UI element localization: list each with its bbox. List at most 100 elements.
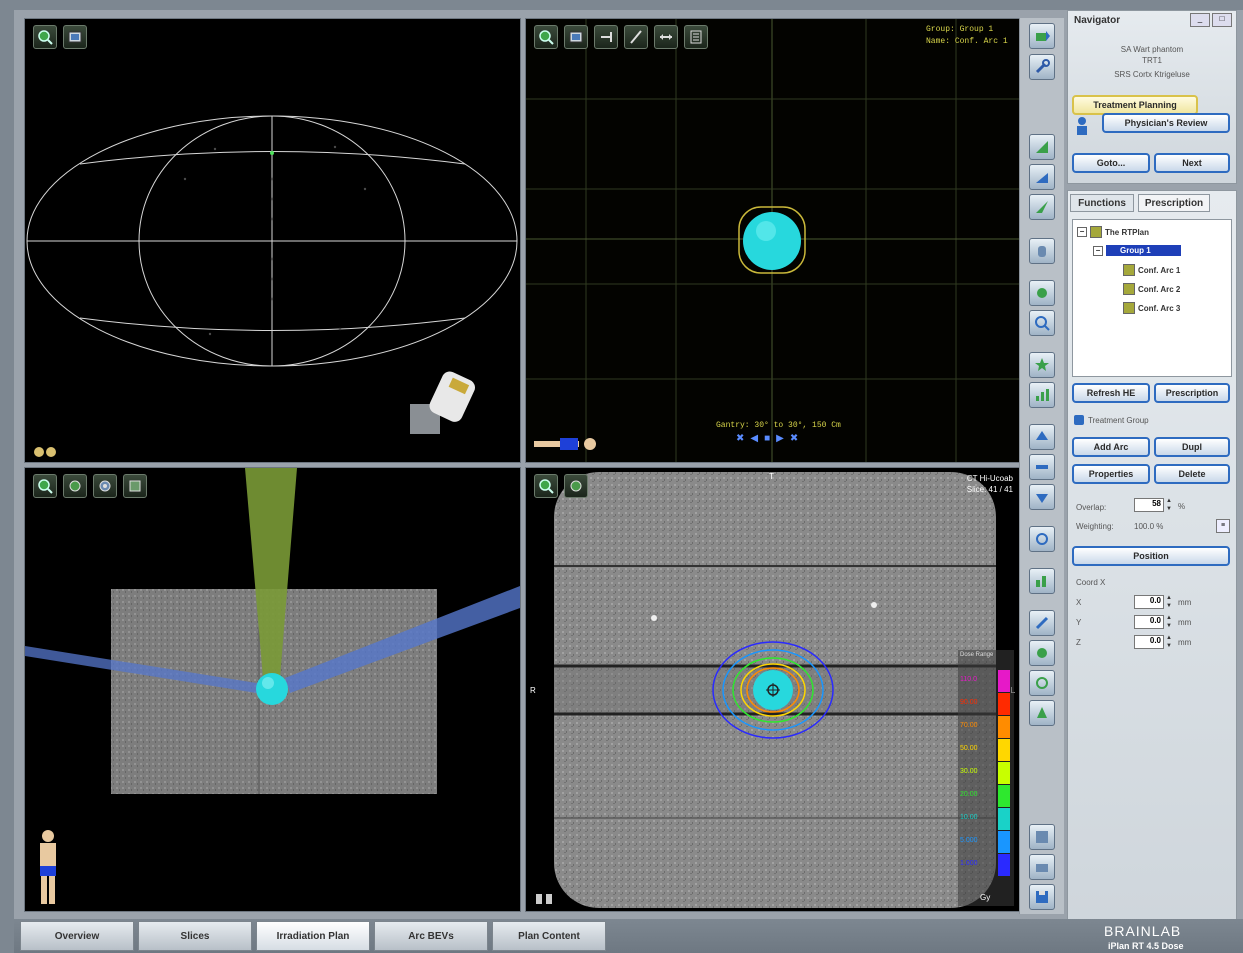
slice-down-icon[interactable] [1029,484,1055,510]
treatment-group-label: Treatment Group [1088,415,1149,425]
viewport-bottom-left[interactable] [24,467,521,912]
goto-button[interactable]: Goto... [1072,153,1150,173]
viewport-bottom-right[interactable]: CT Hi-Ucoab Slice: 41 / 41 T R L Dose Ra… [525,467,1020,912]
coord-stepper[interactable]: ▲ ▼ [1166,615,1172,629]
hand-icon[interactable] [1029,238,1055,264]
draw-line-icon[interactable] [624,25,648,49]
tree-root[interactable]: − The RTPlan [1077,226,1149,238]
align-icon[interactable] [594,25,618,49]
window-restore-button[interactable]: □ [1212,13,1232,27]
tab-prescription[interactable]: Prescription [1138,194,1210,212]
last-icon[interactable]: ✖ [789,433,799,444]
gear-icon[interactable] [93,474,117,498]
coord-unit: mm [1178,598,1192,607]
dose-legend-row: 110.0 [960,670,1012,692]
tab-arc-bevs[interactable]: Arc BEVs [374,921,488,951]
position-button[interactable]: Position [1072,546,1230,566]
zoom-icon[interactable] [33,474,57,498]
overlap-stepper[interactable]: ▲ ▼ [1166,498,1172,512]
viewport-top-right[interactable]: Group: Group 1 Name: Conf. Arc 1 Gantry:… [525,18,1020,463]
arc-nav-controls[interactable]: ✖ ◀ ■ ▶ ✖ [736,433,798,444]
prev-icon[interactable]: ◀ [750,433,759,444]
overlap-field[interactable]: 58 [1134,498,1164,512]
first-icon[interactable]: ✖ [736,433,745,444]
zoom-in-icon[interactable] [1029,310,1055,336]
arc-icon [1123,283,1135,295]
tab-irradiation-plan[interactable]: Irradiation Plan [256,921,370,951]
beam-edit-icon[interactable] [1029,194,1055,220]
rotate-icon[interactable] [564,474,588,498]
print-icon[interactable] [1029,854,1055,880]
dose-legend-swatch [998,693,1010,715]
properties-button[interactable]: Properties [1072,464,1150,484]
duplicate-button[interactable]: Dupl [1154,437,1230,457]
dose-legend-label: 20.00 [960,791,978,798]
name-label: Name: [926,37,951,46]
dose-legend-row: 50.00 [960,739,1012,761]
dose-legend-row: 30.00 [960,762,1012,784]
slice-mid-icon[interactable] [1029,454,1055,480]
beam-angle-icon[interactable] [1029,164,1055,190]
delete-button[interactable]: Delete [1154,464,1230,484]
dose-legend-swatch [998,739,1010,761]
tab-functions[interactable]: Functions [1070,194,1134,212]
prescription-button[interactable]: Prescription [1154,383,1230,403]
star-icon[interactable] [1029,352,1055,378]
patient-figure-icon [40,830,56,904]
outline-icon[interactable] [1029,670,1055,696]
rotate-icon[interactable] [63,474,87,498]
marker-icon[interactable] [1029,700,1055,726]
chart-icon[interactable] [1029,382,1055,408]
dose-legend-row: 5.000 [960,831,1012,853]
wrench-icon[interactable] [1029,54,1055,80]
coord-stepper[interactable]: ▲ ▼ [1166,635,1172,649]
zoom-icon[interactable] [534,474,558,498]
add-arc-button[interactable]: Add Arc [1072,437,1150,457]
refresh-button[interactable]: Refresh HE [1072,383,1150,403]
add-beam-icon[interactable] [1029,23,1055,49]
view-3d-icon[interactable] [123,474,147,498]
histogram-icon[interactable] [1029,568,1055,594]
tree-arc-2[interactable]: Conf. Arc 2 [1123,283,1180,295]
pan-icon[interactable] [1029,280,1055,306]
zoom-icon[interactable] [534,25,558,49]
tab-overview[interactable]: Overview [20,921,134,951]
collapse-icon[interactable]: − [1077,227,1087,237]
tab-plan-content[interactable]: Plan Content [492,921,606,951]
beam-up-icon[interactable] [1029,134,1055,160]
dose-legend-label: 30.00 [960,768,978,775]
measure-icon[interactable] [654,25,678,49]
coord-field[interactable]: 0.0 [1134,635,1164,649]
screenshot-icon[interactable] [564,25,588,49]
contour-icon[interactable] [1029,640,1055,666]
weighting-menu-icon[interactable]: ≡ [1216,519,1230,533]
coord-field[interactable]: 0.0 [1134,615,1164,629]
play-icon[interactable]: ■ [764,433,771,444]
list-icon[interactable] [684,25,708,49]
group-label: Group: [926,25,955,34]
next-button[interactable]: Next [1154,153,1230,173]
next-icon[interactable]: ▶ [776,433,784,444]
treatment-planning-step[interactable]: Treatment Planning [1072,95,1198,115]
window-minimize-button[interactable]: _ [1190,13,1210,27]
tree-root-label: The RTPlan [1105,227,1150,237]
screenshot-icon[interactable] [63,25,87,49]
coord-field[interactable]: 0.0 [1134,595,1164,609]
coord-unit: mm [1178,638,1192,647]
pencil-icon[interactable] [1029,610,1055,636]
viewport-top-left[interactable] [24,18,521,463]
layout-icon[interactable] [1029,824,1055,850]
slice-up-icon[interactable] [1029,424,1055,450]
dose-legend-swatch [998,716,1010,738]
tree-arc-1[interactable]: Conf. Arc 1 [1123,264,1180,276]
tree-arc-3[interactable]: Conf. Arc 3 [1123,302,1180,314]
physicians-review-step[interactable]: Physician's Review [1102,113,1230,133]
tree-group-row[interactable]: − Group 1 [1093,245,1181,256]
coord-stepper[interactable]: ▲ ▼ [1166,595,1172,609]
zoom-icon[interactable] [33,25,57,49]
collapse-icon[interactable]: − [1093,245,1103,256]
tab-slices[interactable]: Slices [138,921,252,951]
save-icon[interactable] [1029,884,1055,910]
rotate-view-icon[interactable] [1029,526,1055,552]
slice-indicator: Slice: 41 / 41 [966,485,1013,494]
